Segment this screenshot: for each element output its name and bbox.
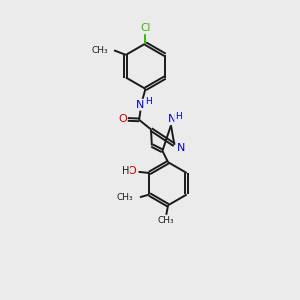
Text: O: O xyxy=(118,114,127,124)
Text: Cl: Cl xyxy=(140,23,151,33)
Text: H: H xyxy=(175,112,181,121)
Text: CH₃: CH₃ xyxy=(91,46,108,55)
Text: H: H xyxy=(122,166,129,176)
Text: H: H xyxy=(145,97,152,106)
Text: CH₃: CH₃ xyxy=(116,193,133,202)
Text: N: N xyxy=(177,142,185,153)
Text: N: N xyxy=(136,100,144,110)
Text: CH₃: CH₃ xyxy=(158,216,175,225)
Text: O: O xyxy=(128,167,136,176)
Text: N: N xyxy=(168,114,176,124)
